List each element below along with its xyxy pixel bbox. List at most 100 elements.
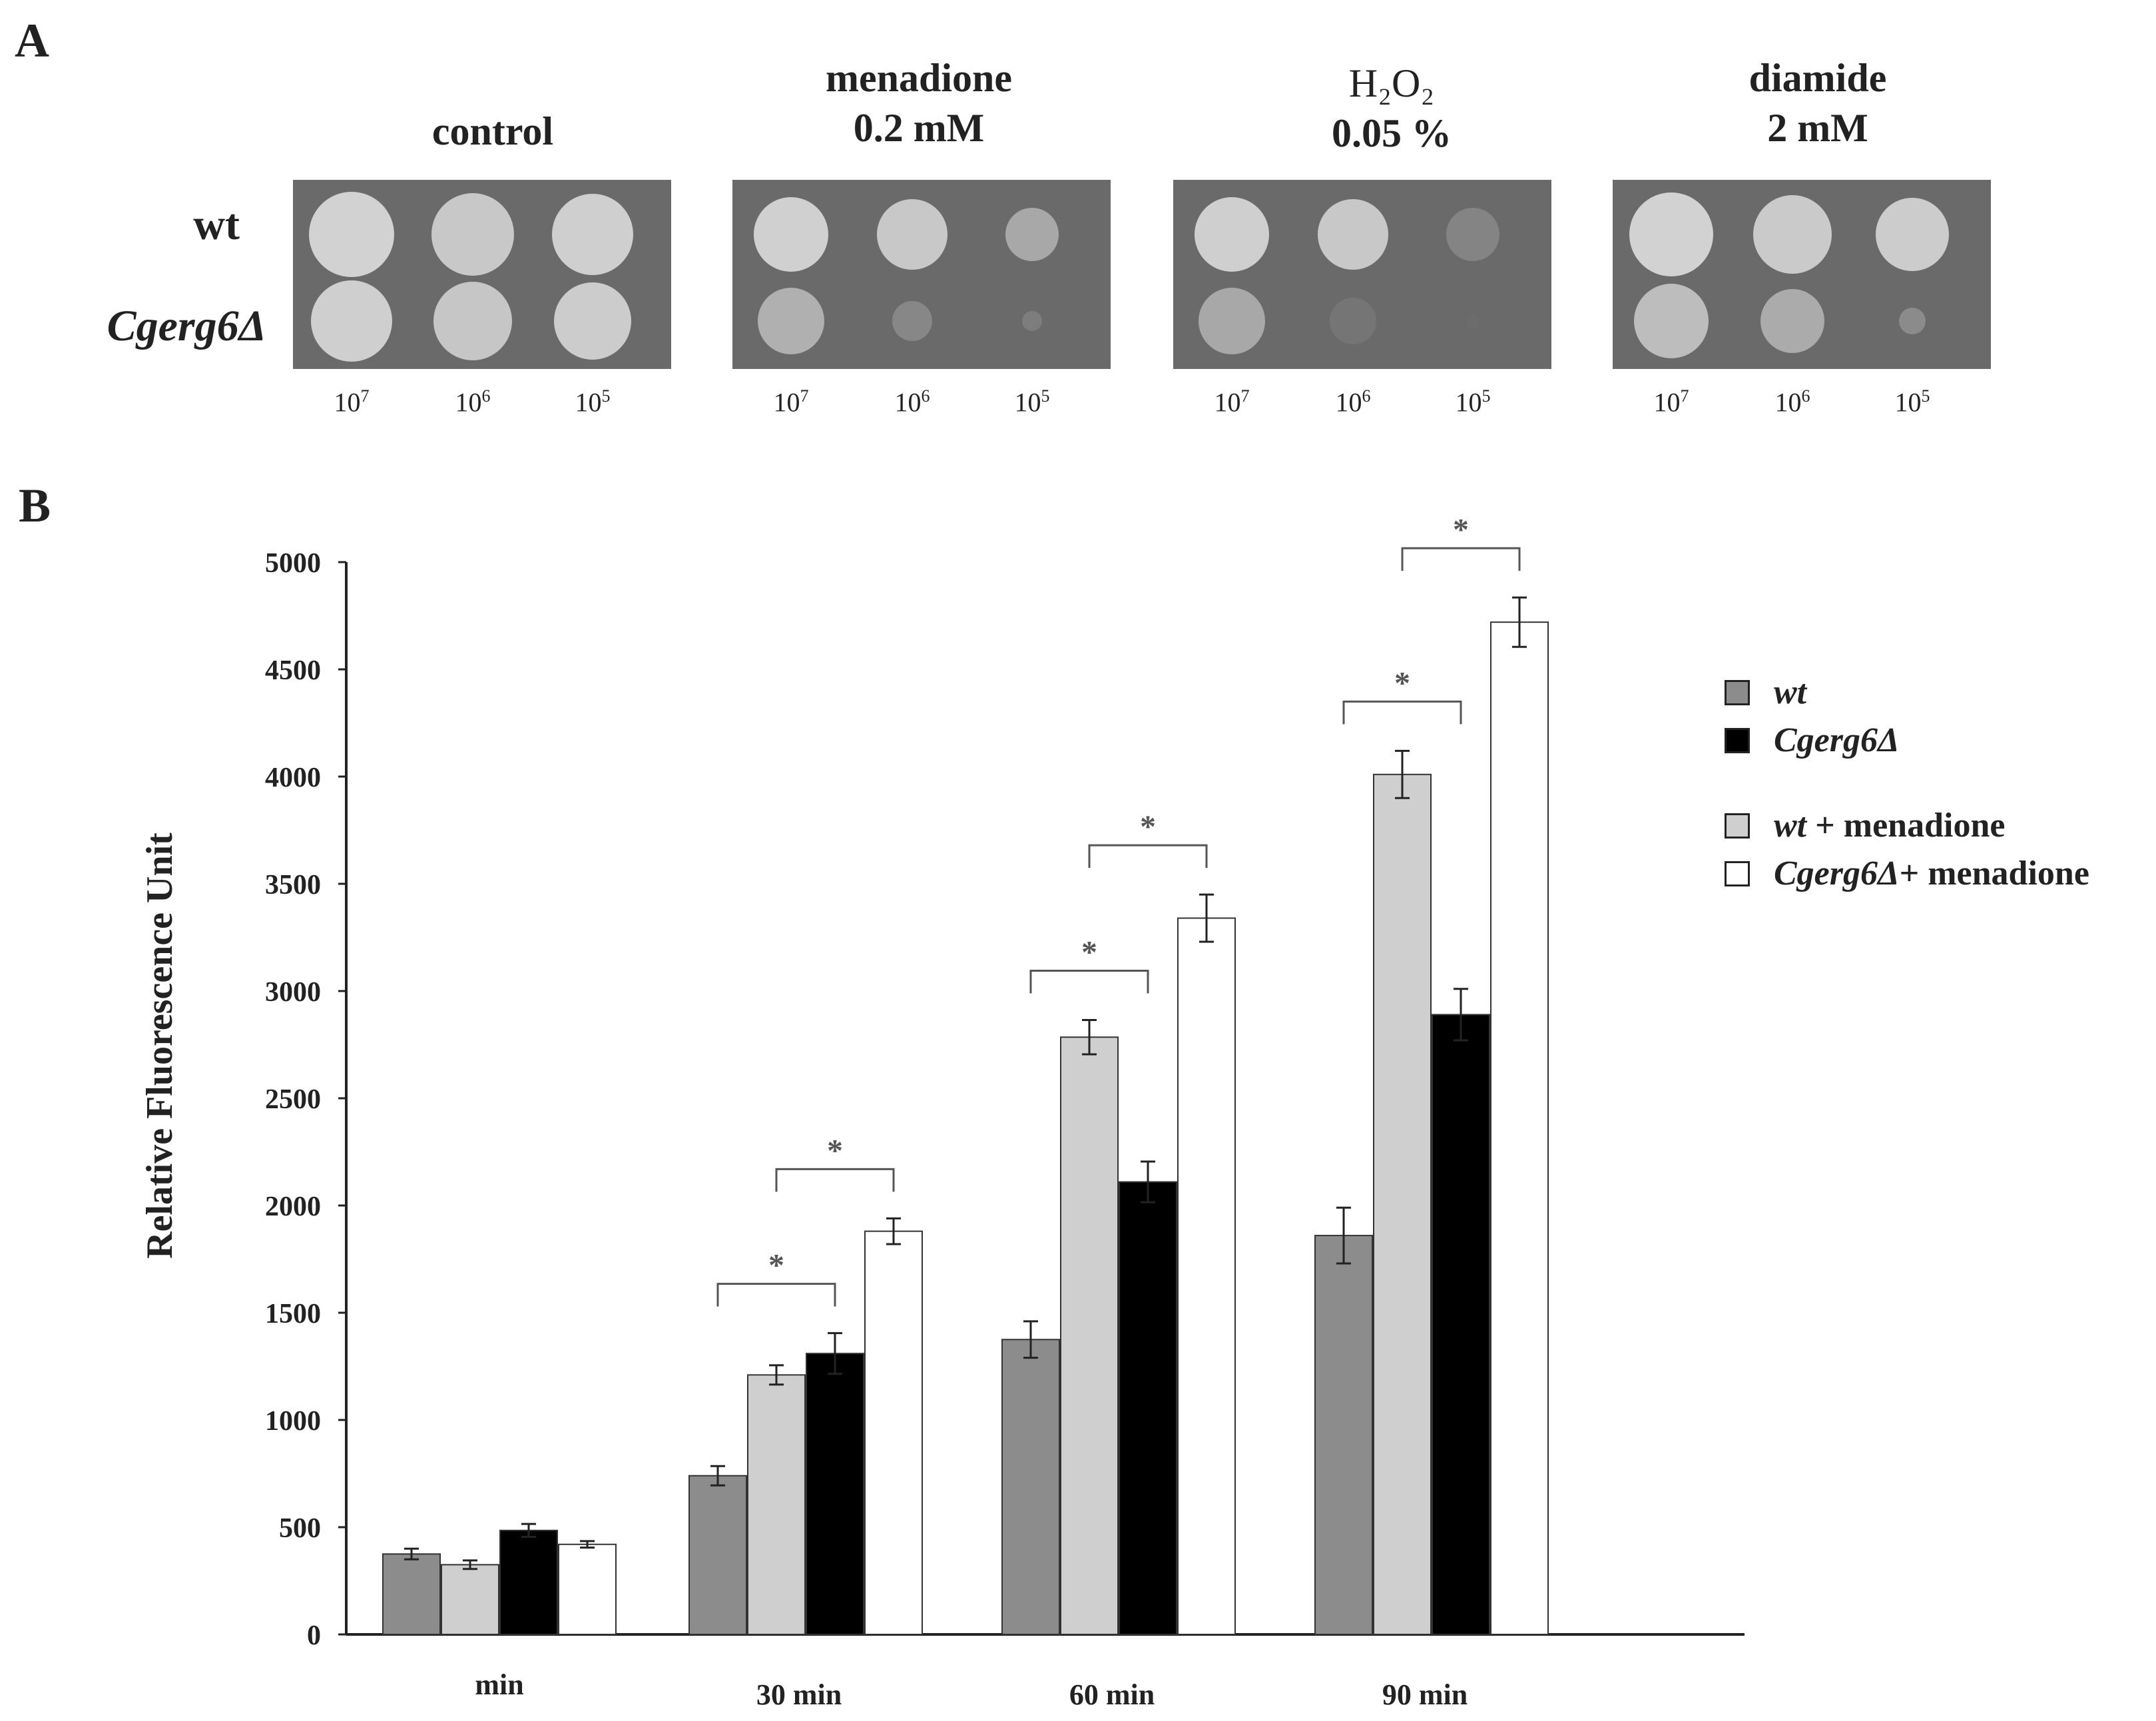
colony-spot xyxy=(554,282,631,360)
y-tick-label: 2500 xyxy=(265,1084,321,1115)
bar xyxy=(1490,621,1549,1635)
colony-spot xyxy=(1022,311,1042,331)
significance-star: * xyxy=(827,1133,843,1168)
y-tick-label: 4000 xyxy=(265,763,321,793)
legend-label: Cgerg6Δ xyxy=(1774,721,1900,759)
legend-label: wt xyxy=(1774,673,1807,711)
dilution-label: 107 xyxy=(1214,386,1250,418)
colony-spot xyxy=(1466,314,1480,328)
dilution-label: 106 xyxy=(894,386,930,418)
condition-title-h2o2: H₂O₂ 0.05 % xyxy=(1258,59,1525,159)
colony-spot xyxy=(1753,195,1832,274)
legend-swatch xyxy=(1725,679,1750,705)
bar xyxy=(558,1543,617,1636)
dilution-label: 105 xyxy=(1014,386,1050,418)
dilution-label: 107 xyxy=(334,386,370,418)
colony-spot xyxy=(309,192,394,277)
significance-bracket xyxy=(716,1283,836,1307)
agar-plate xyxy=(293,180,671,369)
panel-a-letter: A xyxy=(15,14,49,67)
legend-label: Cgerg6Δ+ menadione xyxy=(1774,855,2089,892)
colony-spot xyxy=(1634,284,1709,358)
colony-spot xyxy=(1199,288,1265,354)
legend-entry: wt xyxy=(1725,673,1806,712)
x-tick-label: 60 min xyxy=(1069,1678,1155,1711)
condition-title-control: control xyxy=(360,107,626,157)
significance-star: * xyxy=(1394,665,1410,701)
y-tick-label: 2000 xyxy=(265,1192,321,1222)
bar xyxy=(499,1529,558,1635)
bar-chart: 0 500 1000 1500 2000 2500 3000 3500 4000 4500 5000… xyxy=(139,519,1745,1711)
bar xyxy=(1373,773,1432,1635)
bar xyxy=(1314,1235,1373,1635)
y-tick-label: 3500 xyxy=(265,870,321,900)
colony-spot xyxy=(1005,208,1059,261)
strain-label-wt: wt xyxy=(193,200,240,249)
condition-title-line: 2 mM xyxy=(1767,106,1868,150)
significance-bracket xyxy=(1401,547,1521,571)
legend-label: wt + menadione xyxy=(1774,807,2006,845)
legend-entry: Cgerg6Δ xyxy=(1725,721,1900,760)
y-tick-label: 500 xyxy=(279,1513,321,1544)
y-tick-label: 4500 xyxy=(265,655,321,686)
bar xyxy=(1119,1181,1177,1635)
bar xyxy=(1001,1339,1060,1635)
y-axis-label: Relative Fluorescence Unit xyxy=(139,833,180,1259)
significance-star: * xyxy=(768,1248,784,1283)
agar-plate xyxy=(1613,180,1991,369)
colony-spot xyxy=(1760,289,1824,353)
significance-star: * xyxy=(1140,809,1156,845)
dilution-label: 106 xyxy=(1335,386,1371,418)
colony-spot xyxy=(892,301,932,341)
agar-plate xyxy=(1173,180,1551,369)
legend-entry: Cgerg6Δ+ menadione xyxy=(1725,854,2089,893)
dilution-label: 105 xyxy=(1894,386,1930,418)
bar xyxy=(688,1475,747,1635)
significance-star: * xyxy=(1453,519,1469,547)
dilution-label: 106 xyxy=(1774,386,1810,418)
condition-title-menadione: menadione 0.2 mM xyxy=(786,53,1052,153)
bar xyxy=(1060,1036,1119,1635)
bar xyxy=(864,1230,923,1635)
dilution-label: 106 xyxy=(455,386,491,418)
bar xyxy=(1177,917,1236,1635)
colony-spot xyxy=(431,193,514,276)
significance-bracket xyxy=(1342,700,1462,725)
condition-title-line: control xyxy=(431,109,554,153)
significance-star: * xyxy=(1081,934,1097,970)
bar xyxy=(382,1553,441,1635)
strain-label-cgerg6: Cgerg6Δ xyxy=(107,302,266,350)
colony-spot xyxy=(433,282,512,360)
agar-plate xyxy=(732,180,1111,369)
x-tick-label: 90 min xyxy=(1382,1678,1468,1711)
colony-spot xyxy=(1899,308,1926,334)
condition-title-line: diamide xyxy=(1749,56,1887,100)
x-tick-label: min xyxy=(475,1668,523,1701)
y-tick-label: 1000 xyxy=(265,1406,321,1437)
legend-entry: wt + menadione xyxy=(1725,806,2005,845)
colony-spot xyxy=(1876,198,1949,271)
bar xyxy=(441,1564,499,1635)
x-tick-label: 30 min xyxy=(756,1678,842,1711)
condition-title-line: H₂O₂ xyxy=(1348,61,1435,105)
y-tick-label: 0 xyxy=(307,1620,321,1651)
condition-title-diamide: diamide 2 mM xyxy=(1685,53,1951,153)
colony-spot xyxy=(1195,197,1269,272)
legend-swatch xyxy=(1725,860,1750,886)
dilution-label: 107 xyxy=(1653,386,1689,418)
significance-bracket xyxy=(1029,969,1149,994)
colony-spot xyxy=(1330,298,1376,344)
condition-title-line: 0.2 mM xyxy=(853,106,985,150)
bar xyxy=(747,1374,806,1635)
legend-swatch xyxy=(1725,813,1750,839)
colony-spot xyxy=(311,280,392,362)
legend-swatch xyxy=(1725,727,1750,753)
condition-title-line: 0.05 % xyxy=(1332,111,1452,155)
colony-spot xyxy=(1446,208,1499,261)
bar xyxy=(1432,1014,1490,1635)
colony-spot xyxy=(754,197,828,272)
y-tick-label: 5000 xyxy=(265,548,321,579)
y-tick-label: 1500 xyxy=(265,1299,321,1329)
dilution-label: 105 xyxy=(1455,386,1491,418)
significance-bracket xyxy=(775,1168,895,1192)
